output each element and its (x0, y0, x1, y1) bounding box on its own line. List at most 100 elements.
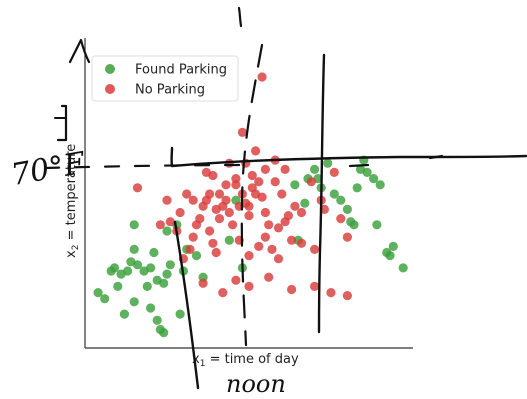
found-parking-point-46 (352, 183, 362, 193)
no-parking-point-32 (336, 214, 346, 224)
legend-marker-no (105, 84, 115, 94)
found-parking-point-41 (329, 189, 339, 199)
found-parking-point-51 (372, 220, 382, 230)
found-parking-point-45 (349, 220, 359, 230)
found-parking-point-13 (146, 263, 156, 273)
no-parking-point-34 (162, 195, 172, 205)
no-parking-point-62 (224, 207, 234, 218)
found-parking-point-10 (132, 260, 143, 270)
no-parking-point-75 (201, 195, 211, 205)
found-parking-point-18 (162, 269, 172, 279)
no-parking-point-1 (237, 127, 247, 137)
no-parking-point-9 (185, 244, 195, 254)
x-axis-label-rest: = time of day (205, 352, 299, 367)
found-parking-point-0 (93, 288, 103, 298)
no-parking-point-29 (310, 244, 320, 254)
hand-vertical-line-right (317, 53, 326, 334)
hand-threshold-dash-right (348, 163, 370, 168)
found-parking-point-37 (310, 164, 320, 174)
no-parking-point-67 (208, 238, 218, 248)
found-parking-point-52 (375, 180, 385, 190)
found-parking-point-19 (165, 260, 175, 270)
no-parking-point-46 (270, 177, 280, 187)
x-axis-label-main: x (192, 352, 200, 367)
found-parking-point-22 (152, 315, 162, 325)
points-layer (93, 72, 408, 338)
no-parking-point-33 (342, 232, 352, 242)
no-parking-point-35 (175, 207, 185, 218)
no-parking-point-52 (264, 272, 274, 282)
no-parking-point-20 (254, 177, 264, 187)
no-parking-point-10 (188, 232, 198, 242)
found-parking-point-9 (129, 297, 139, 307)
found-parking-point-7 (123, 266, 133, 276)
no-parking-point-0 (257, 72, 267, 82)
found-parking-point-31 (162, 226, 172, 236)
found-parking-point-12 (142, 281, 152, 291)
legend-marker-found (105, 64, 115, 74)
no-parking-point-7 (155, 220, 165, 230)
no-parking-point-51 (231, 275, 241, 285)
no-parking-point-50 (244, 281, 254, 291)
no-parking-point-27 (290, 201, 300, 211)
y-axis-label-sub: 2 (71, 245, 81, 251)
no-parking-point-54 (310, 281, 320, 291)
y-axis-label-main: x (64, 250, 79, 258)
found-parking-point-49 (362, 167, 372, 177)
found-parking-point-43 (342, 204, 352, 214)
found-parking-point-15 (149, 247, 159, 258)
handwritten-annotations: 70°F noon (9, 6, 527, 398)
no-parking-point-79 (221, 180, 231, 190)
no-parking-point-16 (244, 251, 254, 261)
no-parking-point-57 (198, 278, 208, 288)
no-parking-point-41 (221, 195, 231, 205)
no-parking-point-21 (260, 207, 270, 218)
legend-label-found: Found Parking (135, 63, 227, 78)
x-axis-label: x1 = time of day (192, 352, 299, 369)
no-parking-point-37 (191, 220, 202, 230)
no-parking-point-73 (273, 223, 284, 233)
found-parking-point-55 (388, 241, 398, 251)
no-parking-point-24 (273, 254, 284, 264)
found-parking-point-6 (119, 309, 129, 319)
found-parking-point-21 (146, 303, 156, 313)
no-parking-point-40 (214, 214, 225, 224)
no-parking-point-56 (342, 291, 352, 301)
no-parking-point-59 (211, 247, 221, 258)
no-parking-point-55 (326, 288, 336, 298)
no-parking-point-71 (231, 174, 241, 184)
no-parking-point-14 (228, 220, 238, 230)
no-parking-point-76 (280, 164, 290, 174)
no-parking-point-53 (287, 284, 297, 295)
hand-noon-dashed-line (240, 43, 264, 347)
no-parking-point-65 (306, 177, 316, 187)
found-parking-point-50 (369, 174, 379, 184)
found-parking-point-42 (336, 195, 346, 205)
found-parking-point-3 (109, 263, 120, 273)
no-parking-point-22 (264, 220, 274, 230)
no-parking-point-64 (247, 183, 257, 193)
hand-tick-right (428, 154, 444, 160)
found-parking-point-56 (398, 263, 408, 273)
no-parking-point-31 (329, 167, 339, 177)
found-parking-point-40 (323, 158, 333, 168)
found-parking-point-25 (175, 309, 185, 319)
no-parking-point-58 (218, 288, 228, 298)
no-parking-point-39 (208, 170, 218, 181)
hand-tick-top (237, 6, 243, 28)
no-parking-point-6 (132, 183, 143, 193)
no-parking-point-45 (257, 192, 267, 202)
found-parking-point-35 (300, 198, 310, 208)
y-axis-label: x2 = temperature (64, 144, 81, 258)
hand-threshold-dashed-line (43, 163, 252, 170)
legend: Found Parking No Parking (91, 55, 239, 102)
y-axis-label-rest: = temperature (64, 144, 79, 245)
x-axis-label-sub: 1 (200, 359, 206, 369)
no-parking-point-68 (260, 232, 270, 242)
no-parking-point-78 (260, 164, 270, 174)
legend-label-no: No Parking (135, 83, 205, 98)
found-parking-point-24 (159, 328, 169, 338)
hand-slanted-line-left (173, 220, 200, 390)
hand-bracket (56, 104, 68, 142)
